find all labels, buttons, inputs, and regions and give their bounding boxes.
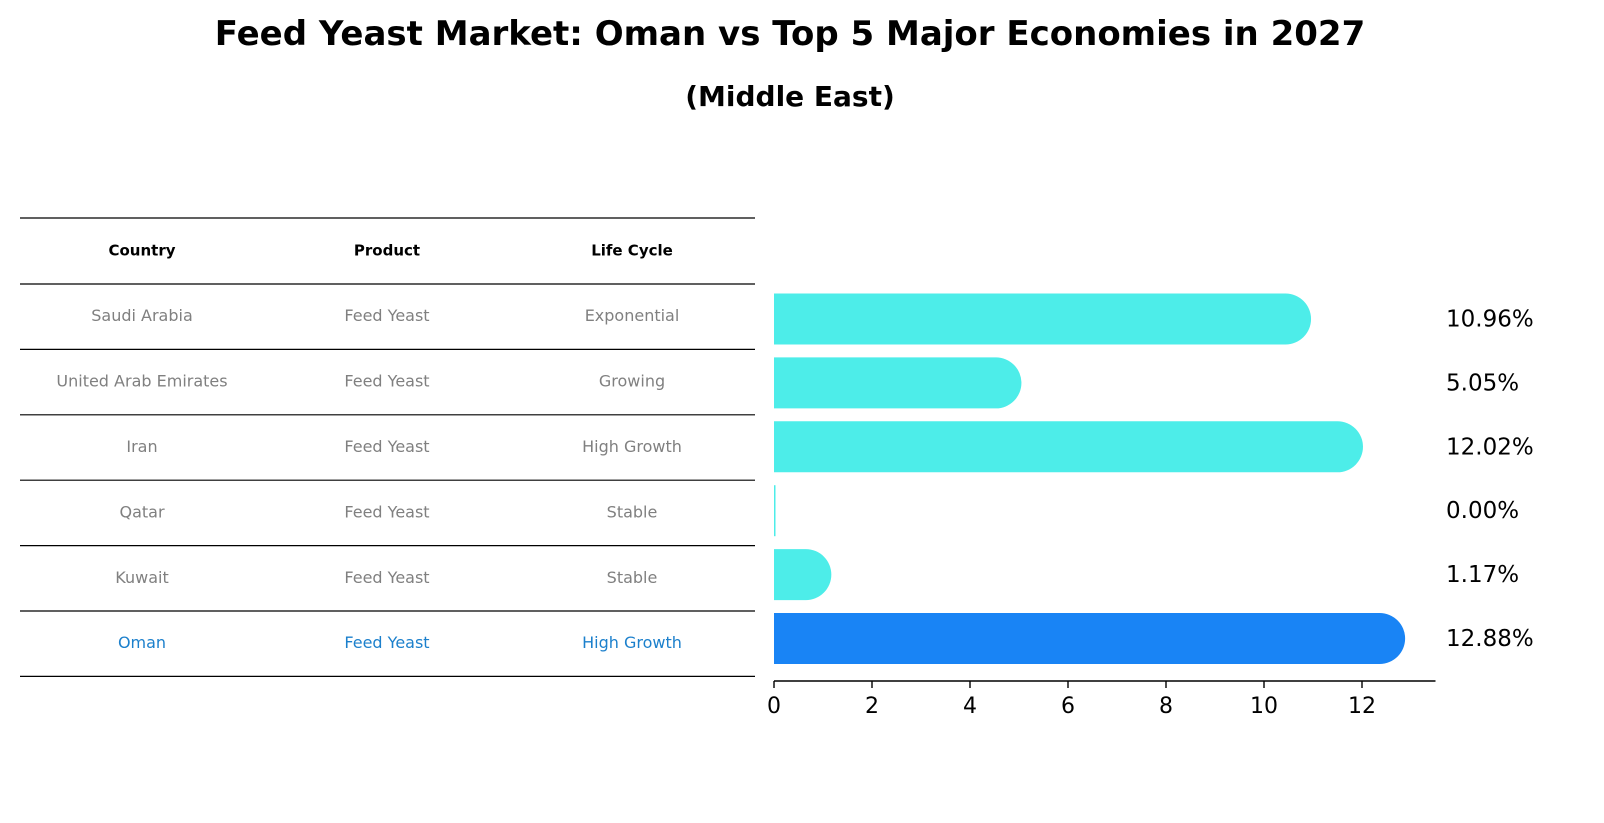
chart-subtitle: (Middle East) — [685, 80, 895, 113]
bar-qatar — [774, 485, 776, 537]
x-tick-label: 4 — [963, 694, 977, 719]
data-label: 5.05% — [1446, 370, 1519, 396]
x-tick-label: 12 — [1348, 694, 1376, 719]
table-cell-life-cycle: Exponential — [585, 306, 680, 325]
table-cell-life-cycle: Growing — [599, 372, 665, 391]
table-header-cell: Life Cycle — [591, 242, 673, 260]
bar-kuwait — [774, 549, 832, 601]
table-cell-life-cycle: Stable — [607, 502, 658, 521]
x-tick-label: 2 — [865, 694, 879, 719]
table-cell-country: Kuwait — [115, 568, 168, 587]
data-label: 12.02% — [1446, 434, 1534, 460]
data-label: 0.00% — [1446, 498, 1519, 524]
value-labels: 10.96% 5.05% 12.02% 0.00% 1.17% 12.88% — [1446, 307, 1534, 653]
bar-united-arab-emirates — [774, 357, 1022, 409]
bar-oman — [774, 613, 1406, 664]
bar-series — [774, 293, 1406, 664]
chart-title: Feed Yeast Market: Oman vs Top 5 Major E… — [214, 14, 1366, 54]
bar-iran — [774, 421, 1363, 473]
table-cell-country: Oman — [118, 633, 166, 652]
table-cell-country: United Arab Emirates — [56, 372, 227, 391]
table-cell-life-cycle: High Growth — [582, 633, 682, 652]
table-cell-life-cycle: High Growth — [582, 437, 682, 456]
table-cell-product: Feed Yeast — [344, 372, 429, 391]
table-cell-product: Feed Yeast — [344, 633, 429, 652]
x-tick-label: 0 — [767, 694, 781, 719]
bar-saudi-arabia — [774, 293, 1312, 345]
data-table: Country Product Life Cycle Saudi Arabia Feed… — [20, 217, 755, 678]
table-cell-product: Feed Yeast — [344, 568, 429, 587]
table-cell-country: Iran — [126, 437, 157, 456]
table-header-cell: Product — [354, 242, 420, 260]
x-tick-label: 6 — [1061, 694, 1075, 719]
table-header-cell: Country — [108, 242, 175, 260]
data-label: 10.96% — [1446, 307, 1534, 333]
table-cell-product: Feed Yeast — [344, 437, 429, 456]
x-tick-label: 8 — [1159, 694, 1173, 719]
data-label: 1.17% — [1446, 562, 1519, 588]
table-cell-product: Feed Yeast — [344, 306, 429, 325]
x-axis: 0 2 4 6 8 10 12 — [767, 680, 1436, 719]
table-cell-country: Saudi Arabia — [91, 306, 193, 325]
table-cell-product: Feed Yeast — [344, 502, 429, 521]
table-cell-life-cycle: Stable — [607, 568, 658, 587]
table-cell-country: Qatar — [119, 502, 164, 521]
data-label: 12.88% — [1446, 626, 1534, 652]
x-tick-label: 10 — [1250, 694, 1278, 719]
